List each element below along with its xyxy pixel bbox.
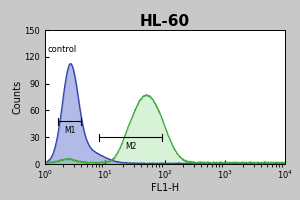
Text: M2: M2 <box>125 142 136 151</box>
Text: M1: M1 <box>64 126 75 135</box>
Y-axis label: Counts: Counts <box>13 80 23 114</box>
Text: control: control <box>47 45 77 54</box>
Title: HL-60: HL-60 <box>140 14 190 29</box>
X-axis label: FL1-H: FL1-H <box>151 183 179 193</box>
